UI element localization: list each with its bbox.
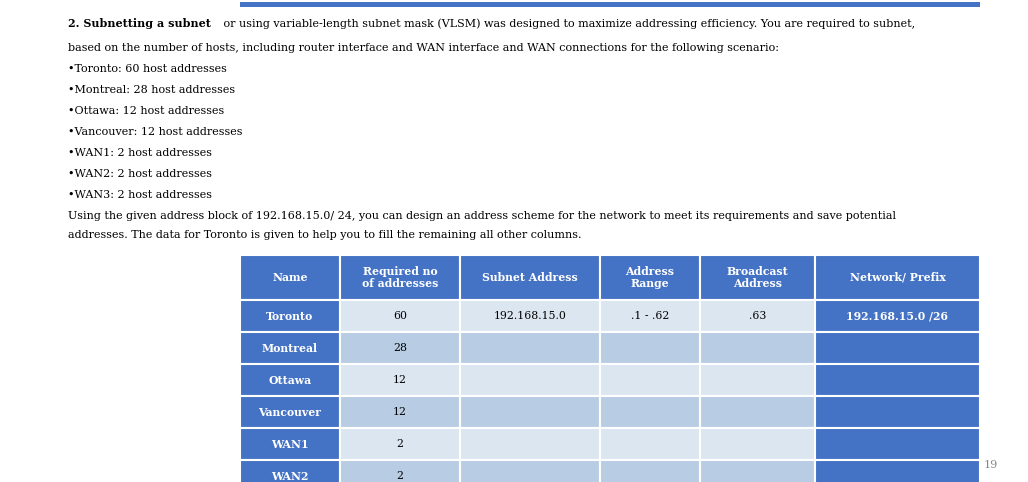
Text: .63: .63 (748, 311, 766, 321)
Text: Network/ Prefix: Network/ Prefix (849, 272, 946, 283)
Text: addresses. The data for Toronto is given to help you to fill the remaining all o: addresses. The data for Toronto is given… (68, 230, 582, 240)
Text: •Ottawa: 12 host addresses: •Ottawa: 12 host addresses (68, 106, 224, 116)
Bar (600, 332, 700, 364)
Bar (700, 332, 815, 364)
Text: Broadcast
Address: Broadcast Address (727, 266, 788, 289)
Bar (700, 300, 815, 332)
Bar (340, 460, 460, 482)
Bar (700, 460, 815, 482)
Bar (815, 428, 980, 460)
Bar (240, 255, 340, 300)
Bar (700, 255, 815, 300)
Bar (700, 428, 815, 460)
Bar (340, 255, 460, 300)
Bar (240, 300, 340, 332)
Bar (815, 255, 980, 300)
Text: Montreal: Montreal (262, 343, 318, 353)
Bar (815, 460, 980, 482)
Bar (340, 396, 460, 428)
Text: Address
Range: Address Range (625, 266, 674, 289)
Text: 2: 2 (397, 471, 404, 481)
Text: 19: 19 (984, 460, 998, 470)
Text: •Toronto: 60 host addresses: •Toronto: 60 host addresses (68, 64, 227, 74)
Bar (340, 332, 460, 364)
Bar (460, 428, 600, 460)
Bar (460, 255, 600, 300)
Bar (240, 460, 340, 482)
Text: 12: 12 (393, 407, 407, 417)
Bar (240, 428, 340, 460)
Bar (600, 460, 700, 482)
Text: 192.168.15.0 /26: 192.168.15.0 /26 (846, 310, 949, 321)
Bar (600, 255, 700, 300)
Text: Ottawa: Ottawa (268, 375, 311, 386)
Bar (460, 396, 600, 428)
Bar (240, 332, 340, 364)
Bar (460, 460, 600, 482)
Text: Toronto: Toronto (266, 310, 314, 321)
Bar (600, 300, 700, 332)
Bar (600, 396, 700, 428)
Text: •WAN1: 2 host addresses: •WAN1: 2 host addresses (68, 148, 212, 158)
Text: Using the given address block of 192.168.15.0/ 24, you can design an address sch: Using the given address block of 192.168… (68, 211, 896, 221)
Text: based on the number of hosts, including router interface and WAN interface and W: based on the number of hosts, including … (68, 43, 779, 53)
Text: WAN2: WAN2 (271, 470, 308, 482)
Bar (815, 364, 980, 396)
Bar (460, 364, 600, 396)
Bar (460, 300, 600, 332)
Text: 192.168.15.0: 192.168.15.0 (493, 311, 566, 321)
Bar (460, 332, 600, 364)
Text: 12: 12 (393, 375, 407, 385)
Text: Subnet Address: Subnet Address (482, 272, 578, 283)
Bar (700, 396, 815, 428)
Text: .1 - .62: .1 - .62 (631, 311, 669, 321)
Bar (340, 428, 460, 460)
Bar (600, 364, 700, 396)
Text: •WAN2: 2 host addresses: •WAN2: 2 host addresses (68, 169, 212, 179)
Text: 60: 60 (393, 311, 407, 321)
Text: •Vancouver: 12 host addresses: •Vancouver: 12 host addresses (68, 127, 243, 137)
Text: WAN1: WAN1 (271, 439, 308, 450)
Text: 28: 28 (393, 343, 407, 353)
Bar (815, 396, 980, 428)
Bar (340, 300, 460, 332)
Bar (815, 332, 980, 364)
Text: Required no
of addresses: Required no of addresses (362, 266, 438, 289)
Bar (240, 2, 980, 7)
Text: •Montreal: 28 host addresses: •Montreal: 28 host addresses (68, 85, 235, 95)
Bar (240, 396, 340, 428)
Bar (240, 364, 340, 396)
Bar (600, 428, 700, 460)
Text: or using variable-length subnet mask (VLSM) was designed to maximize addressing : or using variable-length subnet mask (VL… (220, 18, 915, 28)
Bar (340, 364, 460, 396)
Text: Name: Name (272, 272, 307, 283)
Text: Vancouver: Vancouver (258, 406, 322, 417)
Bar (815, 300, 980, 332)
Text: •WAN3: 2 host addresses: •WAN3: 2 host addresses (68, 190, 212, 200)
Text: 2: 2 (397, 439, 404, 449)
Bar (700, 364, 815, 396)
Text: 2. Subnetting a subnet: 2. Subnetting a subnet (68, 18, 211, 29)
